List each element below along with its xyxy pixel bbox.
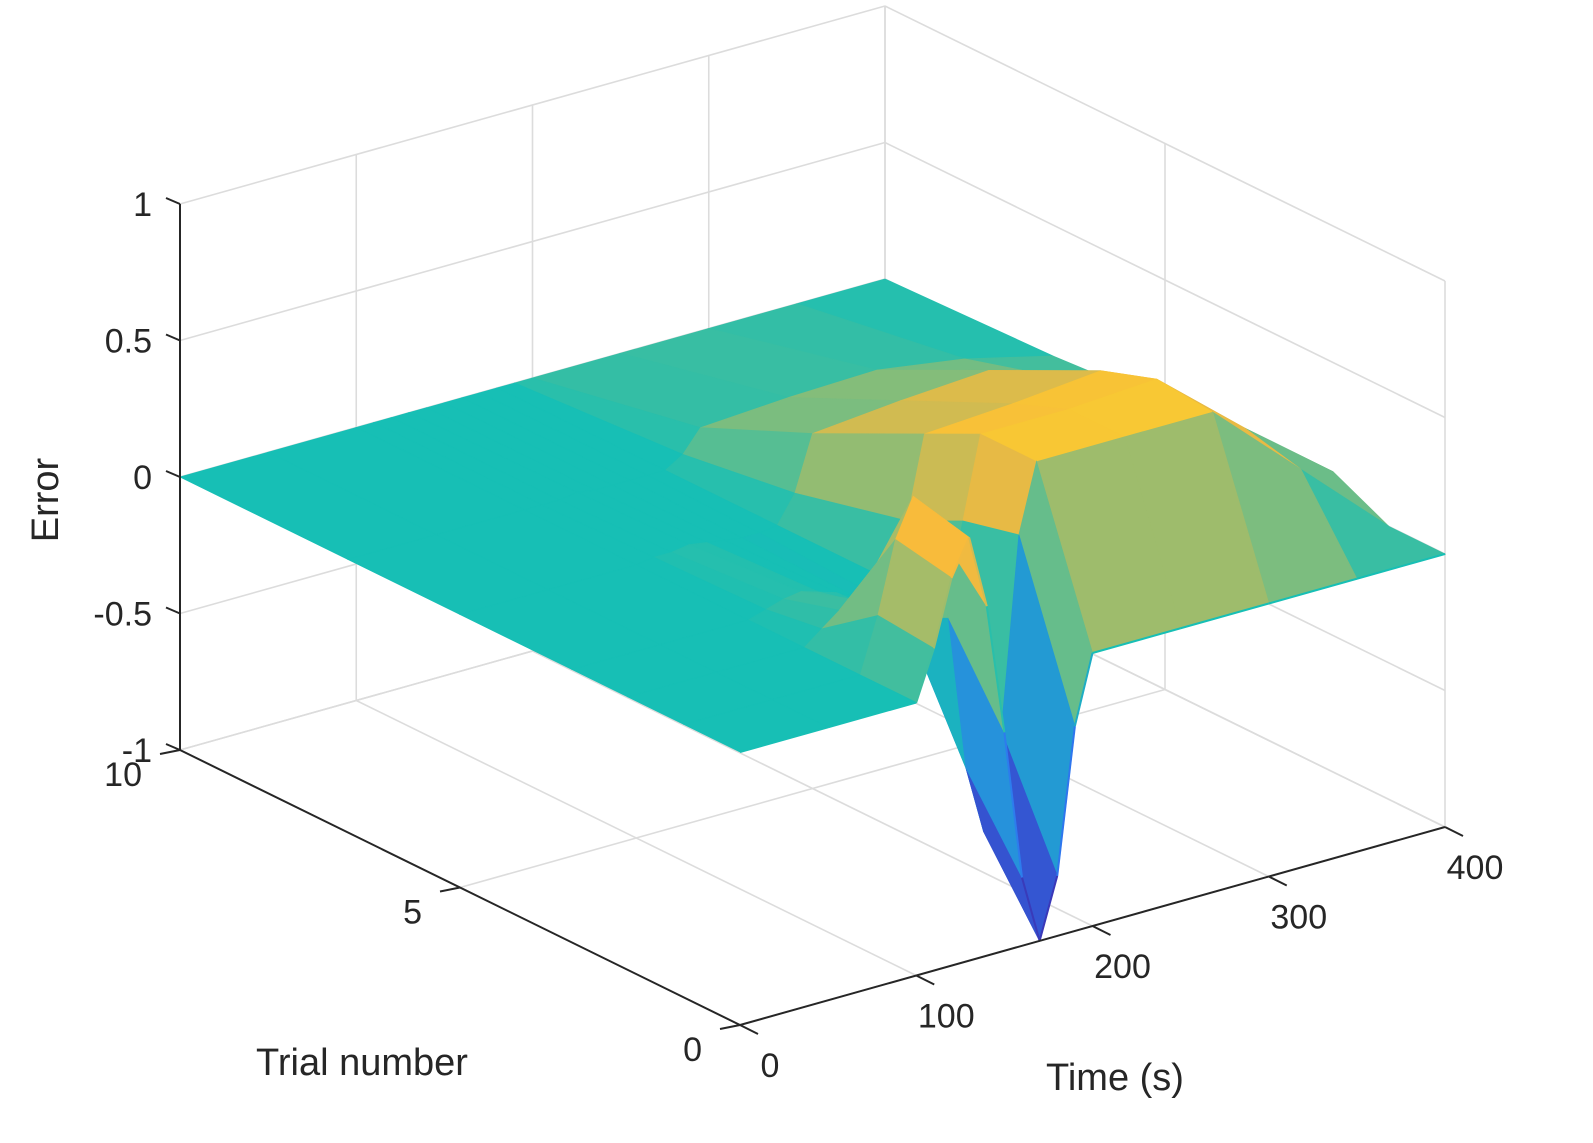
front-edge-15 xyxy=(1356,553,1446,580)
front-edge-5 xyxy=(968,537,988,607)
backwall-grid-z-3 xyxy=(179,141,886,342)
z-tick-label-2: 0 xyxy=(133,459,152,497)
front-edge-12 xyxy=(1092,627,1181,654)
z-tick-label-3: 0.5 xyxy=(105,323,152,361)
sidewall-grid-z-4 xyxy=(884,5,1446,282)
x-axis-label: Time (s) xyxy=(1046,1057,1184,1099)
z-tick-mark-1 xyxy=(165,606,181,615)
surface-layer xyxy=(178,278,1447,943)
y-axis-label: Trial number xyxy=(256,1042,468,1084)
front-edge-1 xyxy=(827,701,917,729)
z-tick-mark-3 xyxy=(165,333,181,342)
x-tick-mark-2 xyxy=(1092,925,1111,936)
y-tick-label-0: 0 xyxy=(683,1031,702,1069)
front-edge-0 xyxy=(739,726,829,753)
y-tick-label-1: 5 xyxy=(403,894,422,932)
sidewall-grid-z-3 xyxy=(884,141,1446,419)
front-edge-11 xyxy=(1073,652,1094,727)
z-tick-label-0: -1 xyxy=(122,732,152,770)
x-tick-mark-1 xyxy=(915,974,935,986)
x-tick-label-2: 200 xyxy=(1094,948,1151,986)
x-tick-mark-0 xyxy=(739,1024,759,1035)
x-tick-mark-4 xyxy=(1444,826,1464,837)
z-tick-mark-2 xyxy=(165,470,181,478)
y-tick-mark-0 xyxy=(719,1024,741,1030)
x-tick-label-1: 100 xyxy=(918,998,975,1036)
front-edge-7 xyxy=(1003,732,1023,878)
front-edge-3 xyxy=(932,577,953,649)
front-edge-8 xyxy=(1021,877,1041,942)
x-tick-label-4: 400 xyxy=(1447,849,1504,887)
front-edge-10 xyxy=(1056,726,1076,876)
z-axis-label: Error xyxy=(25,457,67,542)
z-tick-mark-0 xyxy=(165,743,181,751)
x-tick-mark-3 xyxy=(1268,875,1288,887)
z-tick-mark-4 xyxy=(165,197,181,205)
y-tick-mark-1 xyxy=(439,886,461,893)
front-edge-6 xyxy=(985,606,1006,733)
front-edge-9 xyxy=(1038,875,1059,942)
x-tick-label-3: 300 xyxy=(1270,899,1327,937)
front-edge-14 xyxy=(1268,577,1358,605)
ticks-layer: 0 100 200 300 400 0 5 10-1 -0.5 0 0.5 1 xyxy=(93,186,1503,1085)
front-edge-13 xyxy=(1180,602,1270,630)
x-tick-label-0: 0 xyxy=(761,1047,780,1085)
front-edge-2 xyxy=(915,648,935,703)
backwall-grid-z-4 xyxy=(179,5,886,205)
y-tick-mark-2 xyxy=(159,749,181,755)
front-edge-4 xyxy=(950,537,971,579)
z-tick-label-1: -0.5 xyxy=(93,596,152,634)
y-tick-label-2: 10 xyxy=(104,756,142,794)
z-tick-label-4: 1 xyxy=(133,186,152,224)
